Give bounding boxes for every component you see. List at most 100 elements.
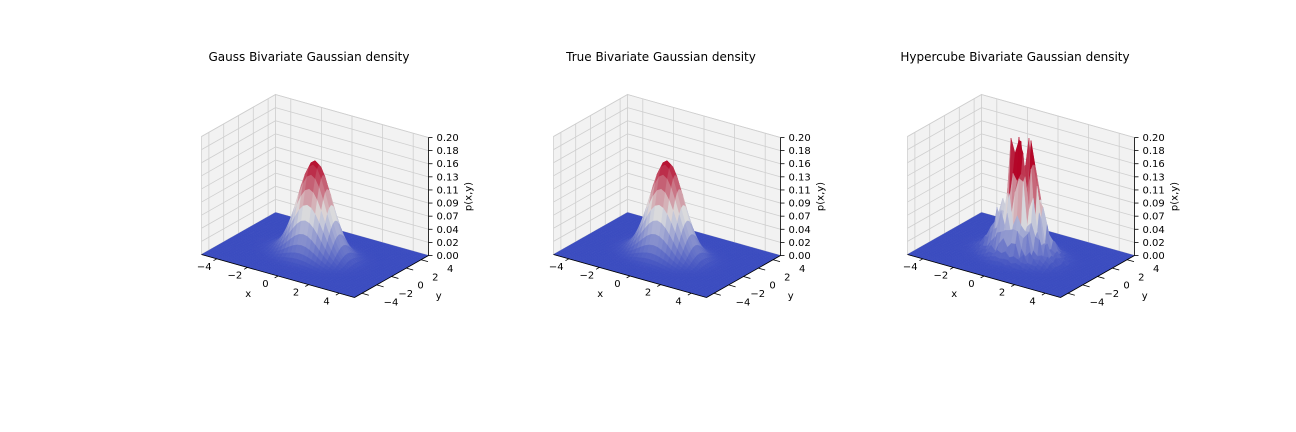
- y-tick-mark: [1067, 292, 1075, 296]
- x-tick-mark: [565, 258, 569, 262]
- grid-line: [201, 133, 276, 177]
- y-tick-mark: [361, 292, 369, 296]
- grid-line: [553, 120, 628, 164]
- y-tick-label: −2: [398, 289, 413, 300]
- grid-line: [275, 133, 429, 178]
- subplot-gauss: Gauss Bivariate Gaussian density x y p(x…: [197, 50, 475, 308]
- z-tick-label: 0.04: [1143, 225, 1165, 236]
- subplot-true: True Bivariate Gaussian density x y p(x,…: [549, 50, 827, 308]
- x-tick-mark: [980, 275, 985, 279]
- grid-line: [275, 120, 429, 165]
- y-tick-label: 4: [799, 264, 805, 275]
- z-tick-label: 0.07: [789, 212, 811, 223]
- x-tick-label: −2: [579, 271, 594, 282]
- z-tick-label: 0.11: [1143, 185, 1165, 196]
- x-tick-mark: [1041, 292, 1046, 296]
- z-tick-label: 0.00: [789, 251, 811, 262]
- grid-line: [201, 94, 276, 137]
- z-tick-label: 0.09: [1143, 199, 1165, 210]
- x-axis-label: x: [951, 289, 957, 300]
- grid-line: [275, 172, 429, 217]
- grid-line: [201, 159, 276, 203]
- z-tick-label: 0.11: [437, 185, 459, 196]
- x-tick-mark: [949, 267, 954, 270]
- grid-line: [553, 159, 628, 203]
- y-tick-label: −2: [750, 289, 765, 300]
- y-tick-label: −4: [1090, 297, 1105, 308]
- y-tick-label: 2: [1138, 272, 1144, 283]
- y-tick-mark: [376, 284, 384, 288]
- y-tick-mark: [728, 284, 736, 288]
- x-tick-mark: [335, 292, 340, 296]
- z-tick-label: 0.00: [437, 251, 459, 262]
- x-tick-label: 2: [293, 288, 299, 299]
- x-tick-label: 0: [614, 279, 620, 290]
- surface: [200, 160, 430, 298]
- surface: [552, 160, 782, 298]
- subplot-title: True Bivariate Gaussian density: [565, 50, 756, 64]
- z-tick-label: 0.11: [789, 185, 811, 196]
- grid-line: [201, 120, 276, 164]
- x-axis-label: x: [245, 289, 251, 300]
- z-axis-label: p(x,y): [816, 182, 827, 211]
- y-tick-mark: [420, 259, 429, 263]
- z-tick-label: 0.00: [1143, 251, 1165, 262]
- grid-line: [627, 159, 781, 204]
- x-tick-label: −2: [227, 271, 242, 282]
- z-tick-label: 0.07: [1143, 212, 1165, 223]
- y-tick-mark: [1126, 259, 1135, 263]
- grid-line: [627, 120, 781, 165]
- grid-line: [553, 172, 628, 216]
- x-tick-mark: [626, 275, 631, 279]
- z-tick-label: 0.02: [1143, 238, 1165, 249]
- x-tick-mark: [657, 284, 661, 287]
- x-tick-label: 4: [675, 296, 681, 307]
- x-tick-mark: [919, 258, 923, 262]
- y-tick-mark: [758, 267, 766, 271]
- y-axis-label: y: [436, 291, 442, 302]
- y-axis-label: y: [788, 291, 794, 302]
- z-tick-label: 0.20: [789, 133, 811, 144]
- x-tick-label: −4: [549, 262, 564, 273]
- x-tick-label: −4: [197, 262, 212, 273]
- x-tick-label: 2: [645, 288, 651, 299]
- x-tick-label: −4: [903, 262, 918, 273]
- y-tick-mark: [1097, 276, 1105, 279]
- y-tick-label: 0: [769, 281, 775, 292]
- grid-line: [627, 133, 781, 178]
- y-tick-label: 2: [432, 272, 438, 283]
- z-tick-label: 0.18: [1143, 146, 1165, 157]
- grid-line: [201, 172, 276, 216]
- x-tick-mark: [595, 267, 600, 270]
- grid-line: [553, 185, 628, 229]
- grid-line: [275, 146, 429, 191]
- x-tick-mark: [274, 275, 279, 279]
- z-tick-label: 0.02: [437, 238, 459, 249]
- grid-line: [553, 133, 628, 177]
- x-tick-mark: [213, 258, 217, 262]
- z-tick-label: 0.09: [437, 199, 459, 210]
- z-tick-label: 0.18: [789, 146, 811, 157]
- y-tick-label: −2: [1104, 289, 1119, 300]
- y-tick-mark: [406, 267, 414, 271]
- x-tick-label: 0: [968, 279, 974, 290]
- grid-line: [627, 172, 781, 217]
- x-tick-label: 4: [323, 296, 329, 307]
- grid-line: [627, 94, 781, 138]
- z-tick-label: 0.04: [789, 225, 811, 236]
- grid-line: [201, 199, 276, 242]
- y-tick-label: 4: [1153, 264, 1159, 275]
- z-tick-label: 0.16: [1143, 159, 1165, 170]
- grid-line: [275, 107, 429, 151]
- z-tick-label: 0.16: [789, 159, 811, 170]
- y-tick-label: 2: [784, 272, 790, 283]
- y-tick-label: −4: [384, 297, 399, 308]
- x-tick-mark: [687, 292, 692, 296]
- y-tick-mark: [391, 276, 399, 279]
- x-tick-label: 0: [262, 279, 268, 290]
- y-tick-label: 0: [417, 281, 423, 292]
- x-tick-label: 2: [999, 288, 1005, 299]
- z-tick-label: 0.20: [1143, 133, 1165, 144]
